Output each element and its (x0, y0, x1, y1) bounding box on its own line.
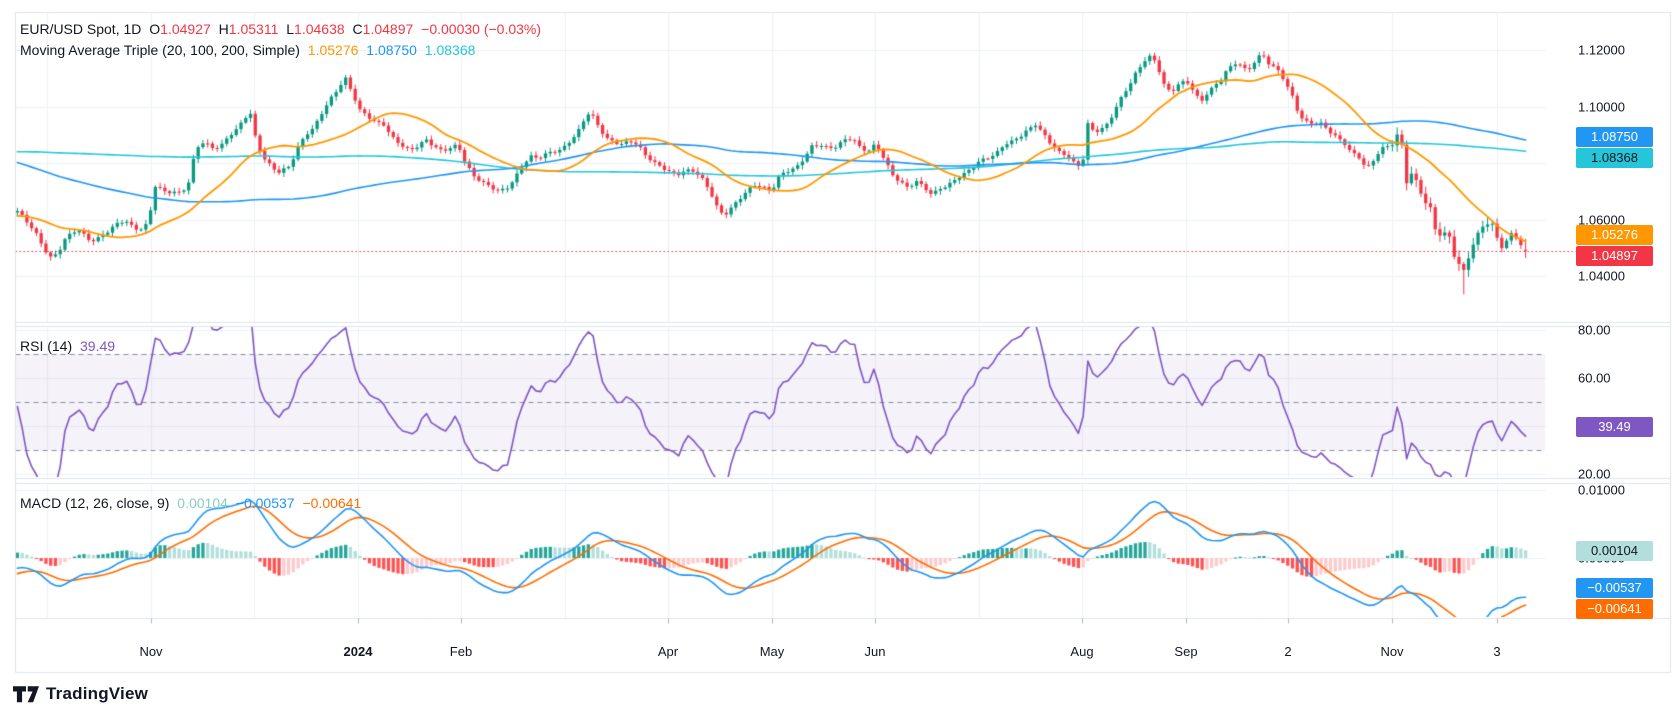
low-value: 1.04638 (294, 21, 345, 37)
close-label: C (352, 21, 363, 37)
tradingview-logo[interactable]: TradingView (13, 684, 148, 704)
brand-text: TradingView (46, 684, 149, 703)
ma-legend-title: Moving Average Triple (20, 100, 200, Sim… (20, 42, 300, 58)
symbol-legend: EUR/USD Spot, 1D O1.04927 H1.05311 L1.04… (20, 21, 545, 37)
macd-hist-value: 0.00104 (177, 495, 228, 511)
high-label: H (218, 21, 229, 37)
macd-legend: MACD (12, 26, close, 9) 0.00104 −0.00537… (20, 495, 365, 511)
low-label: L (286, 21, 295, 37)
ma-legend: Moving Average Triple (20, 100, 200, Sim… (20, 42, 479, 58)
close-value: 1.04897 (362, 21, 414, 37)
open-value: 1.04927 (160, 21, 211, 37)
rsi-value: 39.49 (80, 338, 116, 354)
change-value: −0.00030 (−0.03%) (421, 21, 542, 37)
ma100-value: 1.08750 (366, 42, 417, 58)
ma20-value: 1.05276 (307, 42, 359, 58)
tradingview-logo-icon (13, 685, 39, 702)
macd-line-value: −0.00537 (235, 495, 295, 511)
macd-legend-title: MACD (12, 26, close, 9) (20, 495, 170, 511)
high-value: 1.05311 (228, 21, 279, 37)
rsi-legend: RSI (14) 39.49 (20, 338, 119, 354)
ma200-value: 1.08368 (424, 42, 476, 58)
symbol-title: EUR/USD Spot, 1D (20, 21, 142, 37)
macd-signal-value: −0.00641 (302, 495, 362, 511)
rsi-legend-title: RSI (14) (20, 338, 73, 354)
open-label: O (149, 21, 161, 37)
